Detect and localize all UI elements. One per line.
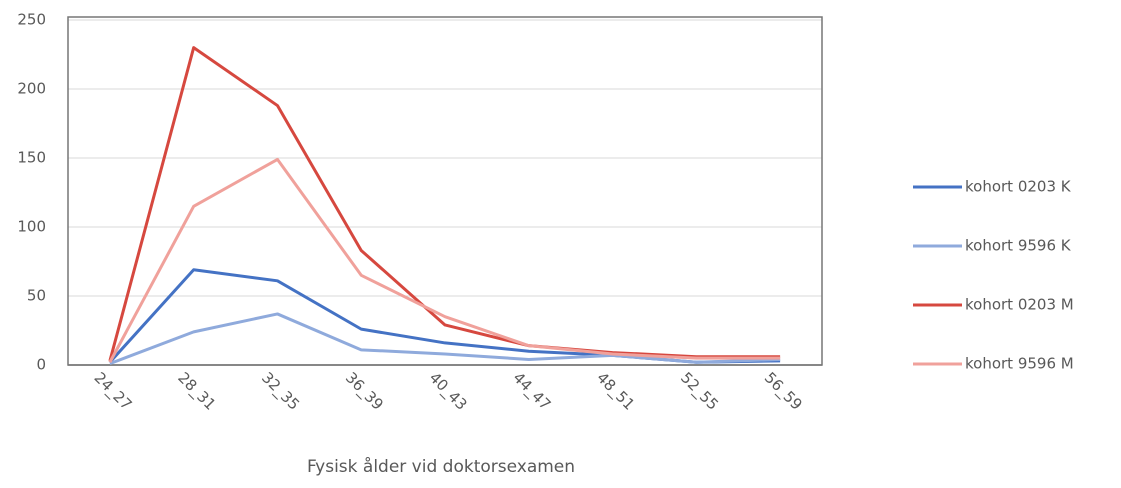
- y-tick-label: 150: [17, 149, 46, 167]
- legend-label: kohort 9596 M: [965, 355, 1074, 373]
- series-line: [108, 46, 781, 362]
- x-tick-label: 28_31: [174, 369, 220, 415]
- legend-label: kohort 0203 K: [965, 178, 1072, 196]
- y-tick-label: 0: [36, 356, 46, 374]
- x-tick-label: 40_43: [425, 369, 471, 415]
- y-tick-label: 250: [17, 11, 46, 29]
- x-tick-label: 32_35: [257, 369, 303, 415]
- x-tick-label: 48_51: [593, 369, 639, 415]
- series-line: [109, 312, 781, 366]
- x-tick-label: 56_59: [760, 369, 806, 415]
- x-tick-label: 44_47: [509, 369, 555, 415]
- x-tick-label: 24_27: [90, 369, 136, 415]
- plot-frame: [67, 16, 823, 366]
- x-tick-label: 52_55: [676, 369, 722, 415]
- y-tick-label: 100: [17, 218, 46, 236]
- legend-label: kohort 9596 K: [965, 237, 1072, 255]
- y-tick-label: 50: [27, 287, 46, 305]
- x-tick-label: 36_39: [341, 369, 387, 415]
- series-line: [108, 157, 781, 363]
- x-axis-title: Fysisk ålder vid doktorsexamen: [307, 456, 575, 477]
- y-tick-label: 200: [17, 80, 46, 98]
- legend-label: kohort 0203 M: [965, 296, 1074, 314]
